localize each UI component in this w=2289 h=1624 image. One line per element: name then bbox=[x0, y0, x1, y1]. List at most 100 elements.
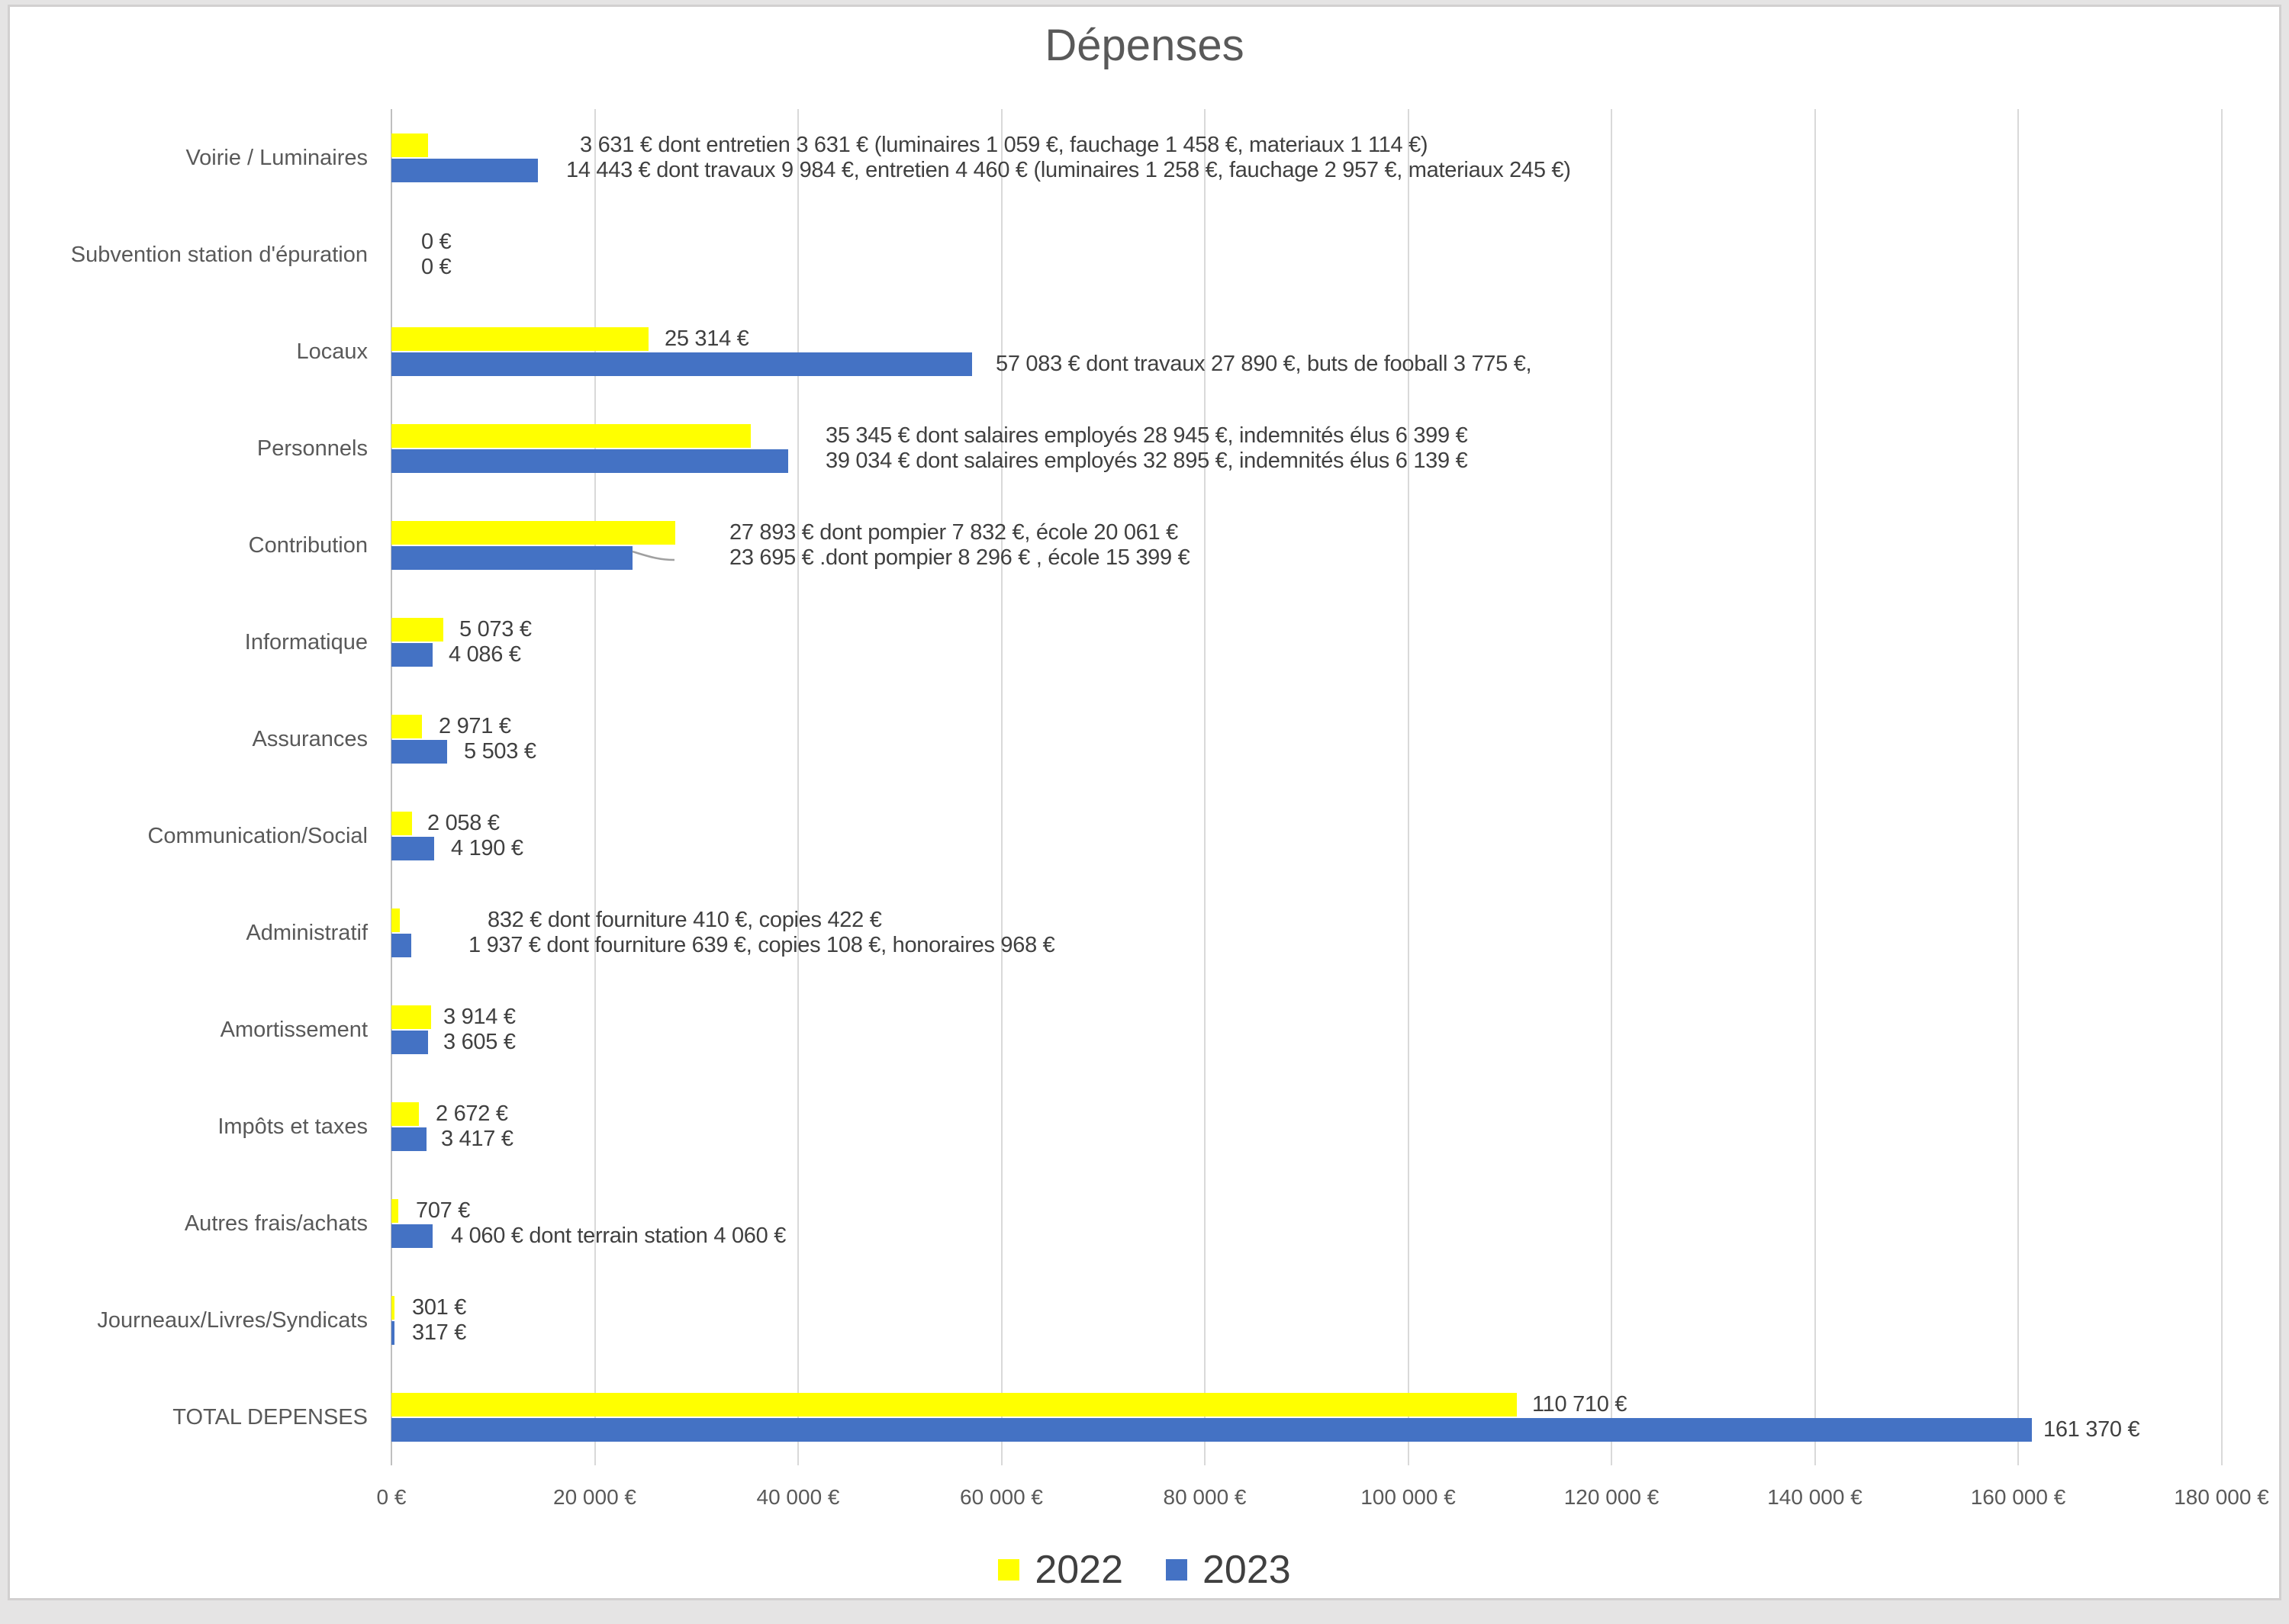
data-label-2022: 3 914 € bbox=[443, 1005, 516, 1029]
data-label-2023: 39 034 € dont salaires employés 32 895 €… bbox=[826, 449, 1468, 473]
category-label: Locaux bbox=[296, 339, 368, 364]
data-label-2023: 4 086 € bbox=[449, 642, 521, 667]
data-label-2022: 2 672 € bbox=[436, 1101, 508, 1126]
bar-2022[interactable] bbox=[391, 811, 412, 835]
data-label-2022: 110 710 € bbox=[1532, 1392, 1627, 1417]
chart-area[interactable]: Dépenses 0 € 20 000 € 40 000 € 60 000 € 80 0… bbox=[8, 5, 2281, 1600]
bar-2022[interactable] bbox=[391, 423, 751, 448]
bar-2022[interactable] bbox=[391, 714, 422, 738]
legend-label-2023: 2023 bbox=[1202, 1548, 1291, 1592]
data-label-2023: 4 060 € dont terrain station 4 060 € bbox=[451, 1224, 787, 1248]
data-label-2023: 23 695 € .dont pompier 8 296 € , école 1… bbox=[729, 545, 1190, 570]
data-label-2023: 57 083 € dont travaux 27 890 €, buts de … bbox=[996, 352, 1532, 376]
data-label-2023: 3 605 € bbox=[443, 1030, 516, 1054]
category-label: Autres frais/achats bbox=[184, 1211, 368, 1236]
data-label-2022: 5 073 € bbox=[459, 617, 532, 642]
category-label: Amortissement bbox=[220, 1017, 368, 1042]
data-label-2023: 3 417 € bbox=[441, 1127, 513, 1151]
legend: 2022 2023 bbox=[0, 1547, 2289, 1593]
x-tick-label: 180 000 € bbox=[2174, 1485, 2269, 1509]
x-tick-label: 100 000 € bbox=[1360, 1485, 1456, 1509]
data-label-2023: 4 190 € bbox=[451, 836, 523, 860]
bar-2023[interactable] bbox=[391, 352, 972, 376]
bar-2023[interactable] bbox=[391, 1417, 2032, 1442]
data-label-2022: 25 314 € bbox=[665, 326, 749, 351]
legend-item-2022[interactable]: 2022 bbox=[998, 1547, 1123, 1593]
legend-label-2022: 2022 bbox=[1035, 1548, 1123, 1592]
bar-2022[interactable] bbox=[391, 1005, 431, 1029]
gridline bbox=[797, 109, 799, 1465]
category-label: Voirie / Luminaires bbox=[185, 145, 368, 170]
chart-title: Dépenses bbox=[1045, 21, 1244, 70]
category-label: Journeaux/Livres/Syndicats bbox=[97, 1307, 368, 1333]
data-label-2022: 2 058 € bbox=[427, 811, 500, 835]
data-label-2022: 0 € bbox=[421, 230, 452, 254]
gridline bbox=[1204, 109, 1206, 1465]
category-label: Impôts et taxes bbox=[217, 1114, 368, 1139]
data-label-leader-line bbox=[632, 550, 675, 561]
data-label-2022: 35 345 € dont salaires employés 28 945 €… bbox=[826, 423, 1468, 448]
bar-2022[interactable] bbox=[391, 1295, 394, 1320]
bar-2023[interactable] bbox=[391, 158, 538, 182]
gridline bbox=[2017, 109, 2019, 1465]
data-label-2023: 317 € bbox=[412, 1320, 467, 1345]
data-label-2022: 27 893 € dont pompier 7 832 €, école 20 … bbox=[729, 520, 1178, 545]
bar-2022[interactable] bbox=[391, 908, 400, 932]
data-label-2022: 3 631 € dont entretien 3 631 € (luminair… bbox=[580, 133, 1428, 157]
bar-2022[interactable] bbox=[391, 133, 428, 157]
category-label: Subvention station d'épuration bbox=[70, 242, 368, 267]
bar-2022[interactable] bbox=[391, 326, 649, 351]
bar-2023[interactable] bbox=[391, 933, 411, 957]
gridline bbox=[1611, 109, 1612, 1465]
legend-swatch-2022-icon bbox=[998, 1559, 1020, 1581]
bar-2023[interactable] bbox=[391, 545, 633, 570]
y-axis-line bbox=[391, 109, 392, 1465]
x-tick-label: 160 000 € bbox=[1970, 1485, 2066, 1509]
bar-2023[interactable] bbox=[391, 1320, 394, 1345]
x-tick-label: 40 000 € bbox=[756, 1485, 840, 1509]
x-tick-label: 0 € bbox=[376, 1485, 407, 1509]
category-label: Contribution bbox=[248, 532, 368, 558]
category-label: Administratif bbox=[246, 920, 368, 945]
gridline bbox=[2220, 109, 2223, 1465]
bar-2023[interactable] bbox=[391, 1127, 427, 1151]
x-tick-label: 140 000 € bbox=[1767, 1485, 1862, 1509]
bar-2023[interactable] bbox=[391, 836, 434, 860]
data-label-2023: 5 503 € bbox=[464, 739, 536, 764]
bar-2022[interactable] bbox=[391, 1101, 419, 1126]
category-label: Assurances bbox=[252, 726, 368, 751]
bar-2023[interactable] bbox=[391, 1224, 433, 1248]
data-label-2022: 832 € dont fourniture 410 €, copies 422 … bbox=[488, 908, 882, 932]
data-label-2023: 161 370 € bbox=[2043, 1417, 2140, 1442]
data-label-2023: 0 € bbox=[421, 255, 452, 279]
gridline bbox=[1814, 109, 1816, 1465]
x-tick-label: 20 000 € bbox=[553, 1485, 636, 1509]
category-label: Communication/Social bbox=[147, 823, 368, 848]
category-label: Informatique bbox=[244, 629, 368, 654]
data-label-2022: 2 971 € bbox=[439, 714, 511, 738]
bar-2023[interactable] bbox=[391, 449, 788, 473]
bar-2022[interactable] bbox=[391, 520, 675, 545]
gridline bbox=[1407, 109, 1409, 1465]
bar-2023[interactable] bbox=[391, 1030, 428, 1054]
data-label-2022: 707 € bbox=[416, 1198, 471, 1223]
bar-2022[interactable] bbox=[391, 617, 443, 642]
data-label-2022: 301 € bbox=[412, 1295, 467, 1320]
gridline bbox=[1000, 109, 1003, 1465]
x-tick-label: 120 000 € bbox=[1563, 1485, 1660, 1509]
data-label-2023: 14 443 € dont travaux 9 984 €, entretien… bbox=[566, 158, 1571, 182]
category-label: Personnels bbox=[256, 436, 368, 461]
legend-swatch-2023-icon bbox=[1166, 1559, 1187, 1581]
x-tick-label: 80 000 € bbox=[1163, 1485, 1247, 1509]
gridline bbox=[594, 109, 596, 1465]
legend-item-2023[interactable]: 2023 bbox=[1166, 1547, 1291, 1593]
bar-2023[interactable] bbox=[391, 739, 447, 764]
bar-2023[interactable] bbox=[391, 642, 433, 667]
bar-2022[interactable] bbox=[391, 1392, 1517, 1417]
bar-2022[interactable] bbox=[391, 1198, 398, 1223]
x-tick-label: 60 000 € bbox=[960, 1485, 1043, 1509]
category-label: TOTAL DEPENSES bbox=[172, 1404, 368, 1429]
data-label-2023: 1 937 € dont fourniture 639 €, copies 10… bbox=[468, 933, 1055, 957]
